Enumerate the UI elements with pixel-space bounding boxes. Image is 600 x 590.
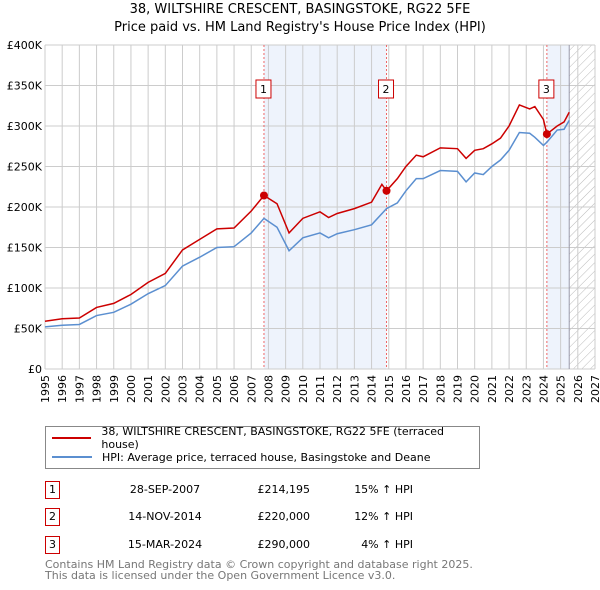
x-tick-label: 2013 bbox=[348, 375, 361, 403]
legend: 38, WILTSHIRE CRESCENT, BASINGSTOKE, RG2… bbox=[45, 425, 480, 469]
sale-label-box bbox=[255, 79, 272, 99]
x-tick-label: 2020 bbox=[469, 375, 482, 403]
y-tick-label: £0 bbox=[28, 363, 42, 376]
x-tick-label: 2025 bbox=[555, 375, 568, 403]
series-line bbox=[44, 103, 570, 322]
x-tick-label: 2027 bbox=[589, 375, 600, 403]
x-tick-label: 2026 bbox=[572, 375, 585, 403]
y-tick-label: £200K bbox=[7, 201, 43, 214]
sale-hpi: 12% ↑ HPI bbox=[354, 510, 413, 523]
sale-price: £214,195 bbox=[257, 483, 311, 496]
legend-swatch bbox=[52, 437, 92, 439]
x-tick-label: 2003 bbox=[177, 375, 190, 403]
x-tick-label: 2015 bbox=[383, 375, 396, 403]
sale-marker-label: 3 bbox=[45, 536, 60, 554]
x-tick-label: 2011 bbox=[314, 375, 327, 403]
x-tick-label: 2021 bbox=[486, 375, 499, 403]
y-tick-label: £400K bbox=[7, 39, 43, 52]
x-tick-label: 1997 bbox=[73, 375, 86, 403]
sale-date: 28-SEP-2007 bbox=[129, 483, 201, 496]
sale-date: 15-MAR-2024 bbox=[127, 538, 203, 551]
legend-label: HPI: Average price, terraced house, Basi… bbox=[102, 450, 431, 464]
footer-line: This data is licensed under the Open Gov… bbox=[45, 569, 396, 582]
x-tick-label: 2001 bbox=[142, 375, 155, 403]
x-tick-label: 2017 bbox=[417, 375, 430, 403]
sale-point bbox=[542, 130, 551, 139]
y-tick-label: £350K bbox=[7, 80, 43, 93]
chart-title: 38, WILTSHIRE CRESCENT, BASINGSTOKE, RG2… bbox=[129, 2, 471, 17]
chart-subtitle: Price paid vs. HM Land Registry's House … bbox=[114, 20, 486, 35]
sale-price: £290,000 bbox=[257, 538, 311, 551]
x-tick-label: 1999 bbox=[108, 375, 121, 403]
y-tick-label: £50K bbox=[14, 323, 43, 336]
sale-hpi: 4% ↑ HPI bbox=[361, 538, 413, 551]
x-tick-label: 2007 bbox=[245, 375, 258, 403]
sale-marker-label: 2 bbox=[45, 508, 60, 526]
x-tick-label: 2022 bbox=[503, 375, 516, 403]
x-tick-label: 2012 bbox=[331, 375, 344, 403]
sale-label: 1 bbox=[260, 83, 267, 96]
legend-item-property: 38, WILTSHIRE CRESCENT, BASINGSTOKE, RG2… bbox=[52, 425, 479, 451]
sale-date: 14-NOV-2014 bbox=[128, 510, 202, 523]
sale-point bbox=[259, 191, 268, 200]
x-tick-label: 2008 bbox=[262, 375, 275, 403]
sale-label-box bbox=[378, 79, 395, 99]
y-tick-label: £100K bbox=[7, 282, 43, 295]
sale-row: 1 28-SEP-2007 £214,195 15% ↑ HPI bbox=[45, 481, 445, 499]
chart-plot: 1995 1996 1997 1998 1999 2000 2001 2002 2003 2004… bbox=[7, 39, 600, 403]
x-tick-label: 2016 bbox=[400, 375, 413, 403]
x-tick-label: 2014 bbox=[366, 375, 379, 403]
x-tick-label: 2004 bbox=[194, 375, 207, 403]
sale-point bbox=[382, 186, 391, 195]
x-tick-label: 1995 bbox=[39, 375, 52, 403]
footer: Contains HM Land Registry data © Crown c… bbox=[45, 559, 473, 581]
y-tick-label: £250K bbox=[7, 161, 43, 174]
x-tick-label: 2005 bbox=[211, 375, 224, 403]
sale-label: 3 bbox=[543, 83, 550, 96]
x-tick-label: 2019 bbox=[452, 375, 465, 403]
legend-item-hpi: HPI: Average price, terraced house, Basi… bbox=[52, 448, 430, 466]
sale-label: 2 bbox=[383, 83, 390, 96]
sale-marker-label: 1 bbox=[45, 481, 60, 499]
legend-swatch bbox=[52, 456, 92, 458]
x-tick-label: 2024 bbox=[537, 375, 550, 403]
sale-label-box bbox=[538, 79, 555, 99]
series-line bbox=[44, 119, 570, 328]
x-tick-label: 2010 bbox=[297, 375, 310, 403]
x-tick-label: 2018 bbox=[434, 375, 447, 403]
legend-label: 38, WILTSHIRE CRESCENT, BASINGSTOKE, RG2… bbox=[101, 425, 444, 451]
sale-price: £220,000 bbox=[257, 510, 311, 523]
y-tick-label: £300K bbox=[7, 120, 43, 133]
sale-hpi: 15% ↑ HPI bbox=[354, 483, 413, 496]
x-tick-label: 2000 bbox=[125, 375, 138, 403]
x-tick-label: 1996 bbox=[56, 375, 69, 403]
x-tick-label: 2009 bbox=[280, 375, 293, 403]
x-tick-label: 2002 bbox=[159, 375, 172, 403]
sale-row: 2 14-NOV-2014 £220,000 12% ↑ HPI bbox=[45, 508, 445, 526]
sale-row: 3 15-MAR-2024 £290,000 4% ↑ HPI bbox=[45, 536, 445, 554]
y-tick-label: £150K bbox=[7, 242, 43, 255]
footer-line: Contains HM Land Registry data © Crown c… bbox=[45, 558, 473, 571]
x-tick-label: 2023 bbox=[520, 375, 533, 403]
x-tick-label: 2006 bbox=[228, 375, 241, 403]
x-tick-label: 1998 bbox=[91, 375, 104, 403]
